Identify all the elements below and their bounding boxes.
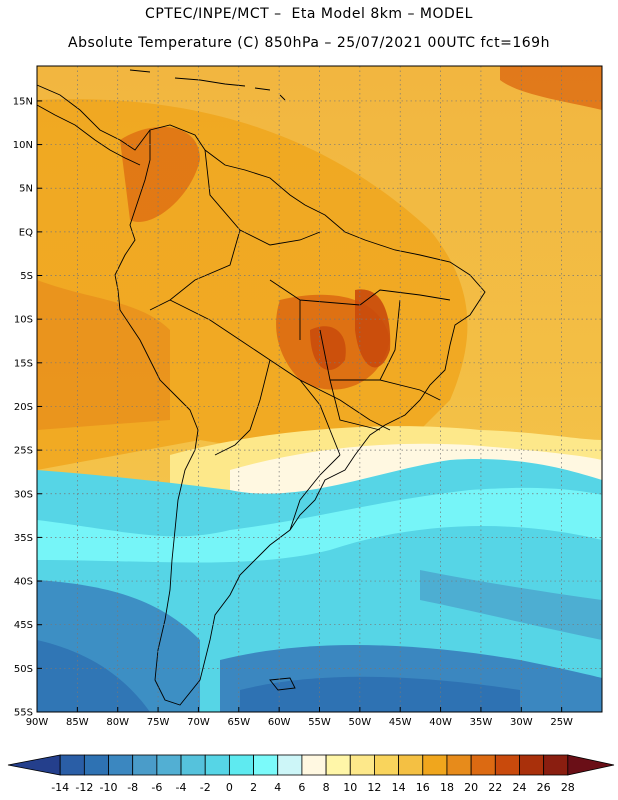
temperature-field [37,66,602,712]
lon-tick-label: 45W [389,717,412,728]
lat-tick-label: 20S [14,402,33,413]
colorbar-label: 2 [250,781,257,794]
lat-tick-label: 15S [14,358,33,369]
lat-tick-label: 30S [14,489,33,500]
chart-title-line-2: Absolute Temperature (C) 850hPa – 25/07/… [68,35,550,51]
colorbar-label: 28 [561,781,575,794]
lat-tick-label: 5N [19,184,33,195]
lat-tick-label: 5S [20,271,33,282]
colorbar-swatch [204,754,230,776]
lon-tick-label: 60W [268,717,291,728]
colorbar-swatch [567,754,615,776]
caribbean-islands [129,69,286,101]
colorbar-swatch [156,754,182,776]
colorbar-label: 8 [323,781,330,794]
central-america-coastline [37,84,151,166]
colorbar-swatch [59,754,85,776]
colorbar-swatch [83,754,109,776]
lon-tick-label: 90W [26,717,49,728]
colorbar-swatch [180,754,206,776]
colorbar-swatch [446,754,472,776]
colorbar-swatch [132,754,158,776]
lon-tick-label: 55W [308,717,331,728]
colorbar-label: -6 [151,781,162,794]
falkland-islands [269,677,296,691]
state-borders [269,279,451,431]
colorbar-label: 26 [537,781,551,794]
colorbar-label: 4 [274,781,281,794]
colorbar-swatch [374,754,400,776]
colorbar-label: 12 [367,781,381,794]
colorbar-label: -8 [127,781,138,794]
lon-tick-label: 75W [147,717,170,728]
lon-tick-label: 85W [66,717,89,728]
colorbar-label: 10 [343,781,357,794]
lat-tick-label: EQ [19,227,33,238]
lon-tick-label: 40W [429,717,452,728]
lon-tick-label: 70W [187,717,210,728]
lon-tick-label: 35W [470,717,493,728]
colorbar-swatch [108,754,134,776]
lon-tick-label: 25W [550,717,573,728]
lat-tick-label: 45S [14,620,33,631]
coastlines-and-borders [37,69,486,706]
colorbar-label: 6 [298,781,305,794]
colorbar-swatch [398,754,424,776]
lon-tick-label: 50W [349,717,372,728]
colorbar-swatch [253,754,279,776]
colorbar-swatch [7,754,61,776]
colorbar-label: 18 [440,781,454,794]
lat-tick-label: 35S [14,533,33,544]
colorbar-label: 16 [416,781,430,794]
lat-tick-label: 10N [13,140,33,151]
colorbar-label: -12 [75,781,93,794]
colorbar-label: 24 [512,781,526,794]
colorbar-label: 14 [392,781,406,794]
colorbar-swatch [519,754,545,776]
colorbar-label: 22 [488,781,502,794]
colorbar-label: -2 [200,781,211,794]
lat-tick-label: 40S [14,577,33,588]
chart-title-line-1: CPTEC/INPE/MCT – Eta Model 8km – MODEL [145,6,473,22]
colorbar-labels: -14 -12 -10 -8 -6 -4 -2 0 2 4 6 8 10 12 14 16 18 20 22 24 26… [51,781,575,794]
lat-tick-label: 25S [14,446,33,457]
country-borders [149,149,391,531]
colorbar-swatch [349,754,375,776]
lon-tick-label: 80W [106,717,129,728]
colorbar-swatch [543,754,569,776]
lat-tick-label: 50S [14,664,33,675]
colorbar-swatch [228,754,254,776]
colorbar-swatch [301,754,327,776]
latitude-axis: 15N 10N 5N EQ 5S 10S 15S 20S 25S 30S 35S 40S 45S 50S 5… [13,96,42,719]
lat-tick-label: 10S [14,315,33,326]
colorbar-label: -10 [100,781,118,794]
colorbar-label: 20 [464,781,478,794]
colorbar-swatch [277,754,303,776]
lon-tick-label: 65W [227,717,250,728]
colorbar-swatch [422,754,448,776]
colorbar-swatch [325,754,351,776]
south-america-coastline [114,124,486,706]
colorbar-swatch [470,754,496,776]
lon-tick-label: 30W [510,717,533,728]
colorbar [7,754,615,776]
colorbar-label: -4 [176,781,187,794]
lat-tick-label: 15N [13,96,33,107]
longitude-axis: 90W 85W 80W 75W 70W 65W 60W 55W 50W 45W 40W 35W 30W 2… [26,707,573,728]
colorbar-label: -14 [51,781,69,794]
colorbar-swatch [494,754,520,776]
colorbar-label: 0 [226,781,233,794]
lat-tick-label: 55S [14,708,33,719]
